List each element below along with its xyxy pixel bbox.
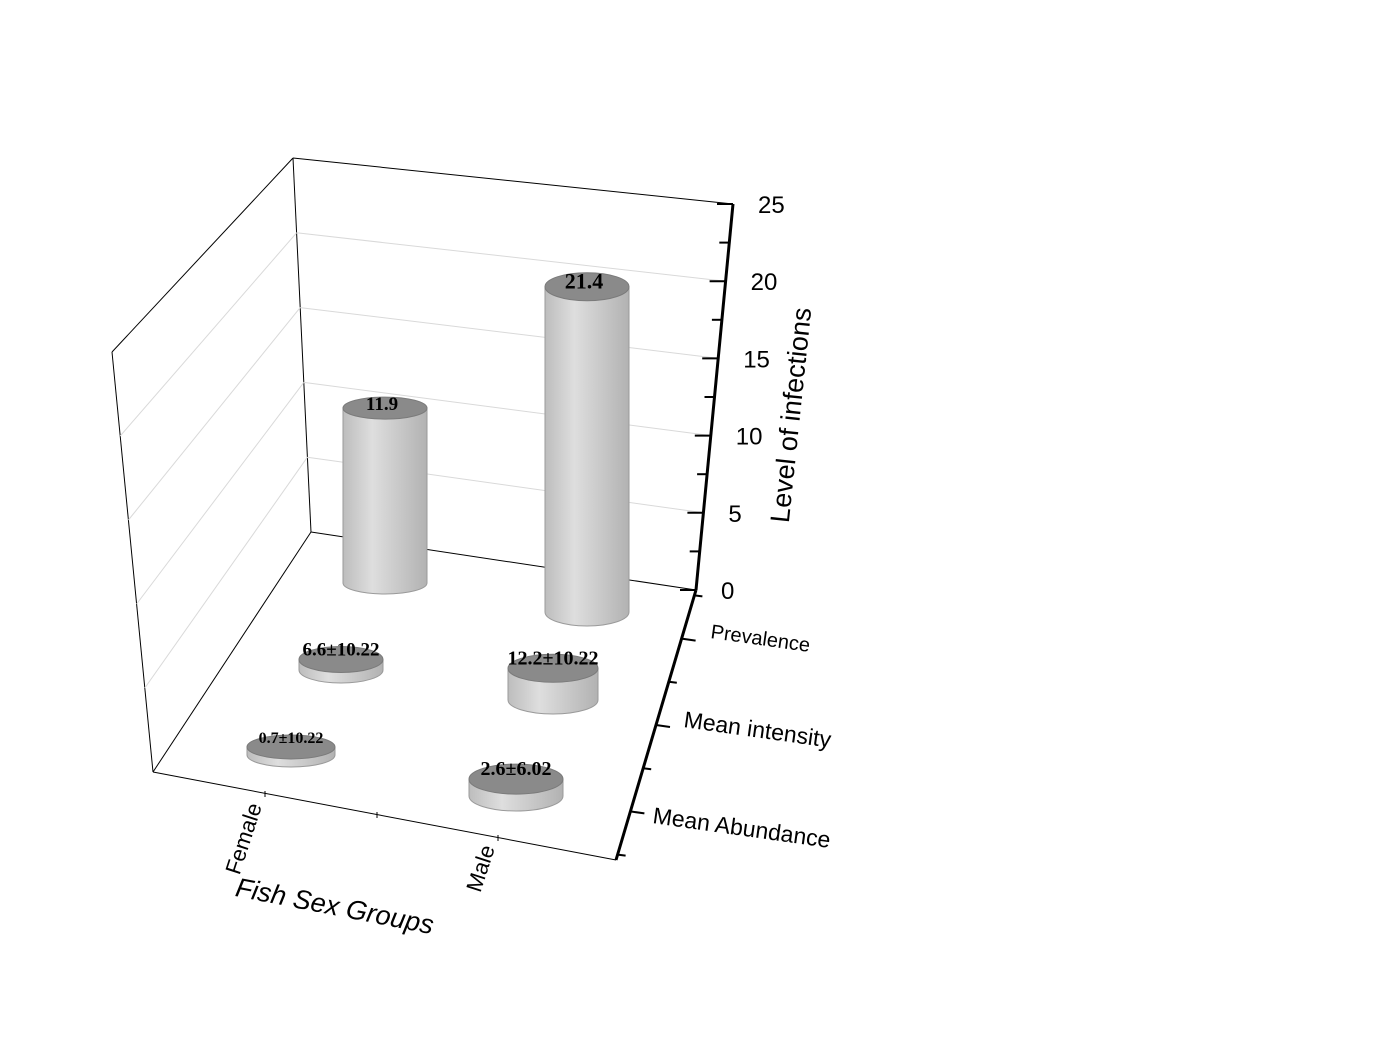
y-tick-label: 25 [758,192,785,219]
data-label: 2.6±6.02 [481,758,552,780]
y-axis-label: Level of infections [765,306,817,524]
series-tick-label: Mean intensity [682,706,833,752]
grid-line [119,232,297,437]
grid-lines [119,232,726,689]
grid-line [296,232,726,282]
y-axis-ticks: 0 5 10 15 20 25 [680,192,785,605]
series-tick-mark [643,767,652,771]
series-tick-mark [630,810,645,815]
bar-top [298,645,384,673]
series-tick-mark [694,594,703,598]
y-tick-label: 20 [751,269,778,296]
data-label: 6.6±10.22 [303,639,380,660]
bar: 0.7±10.22 [246,730,336,768]
x-tick-label: Male [461,842,500,895]
series-depth-axis: Prevalence Mean intensity Mean Abundance [614,589,833,861]
data-label: 11.9 [366,394,398,415]
grid-line [303,381,711,437]
series-tick-label: Mean Abundance [651,802,832,853]
bar: 21.4 [544,269,630,627]
series-axis-ticks: Prevalence Mean intensity Mean Abundance [617,594,833,857]
x-tick-label: Female [220,800,266,877]
bar: 2.6±6.02 [468,758,564,812]
grid-line [136,382,305,605]
series-tick-mark [668,680,677,684]
series-tick-mark [681,637,696,642]
bar-top [246,734,336,760]
bar-top [507,653,599,683]
bar: 11.9 [342,394,428,595]
data-label: 12.2±10.22 [508,647,599,669]
series-tick-label: Prevalence [709,621,811,657]
data-label: 0.7±10.22 [259,730,324,747]
x-axis: Female Male Fish Sex Groups [220,791,500,940]
bar-top [468,763,564,795]
grid-line [144,456,308,689]
y-tick-label: 15 [743,346,770,373]
bar-side [342,407,428,595]
series-tick-mark [617,853,626,857]
bar-top [342,396,428,420]
bar: 6.6±10.22 [298,639,384,684]
y-tick-label: 0 [721,578,734,605]
y-tick-label: 10 [736,424,763,451]
y-tick-label: 5 [728,501,741,528]
bar-top [544,272,630,302]
data-label: 21.4 [565,269,604,294]
grid-line [300,307,719,359]
y-axis: 0 5 10 15 20 25 Level of infections [680,192,817,605]
bar-side [544,286,630,627]
x-axis-label: Fish Sex Groups [233,872,436,940]
bar: 12.2±10.22 [507,647,599,715]
series-tick-mark [655,724,671,728]
bars: 11.9 21.4 6.6±10.22 12.2±10.22 0.7±10.22 2.6±… [246,269,630,812]
grid-line [128,307,301,521]
